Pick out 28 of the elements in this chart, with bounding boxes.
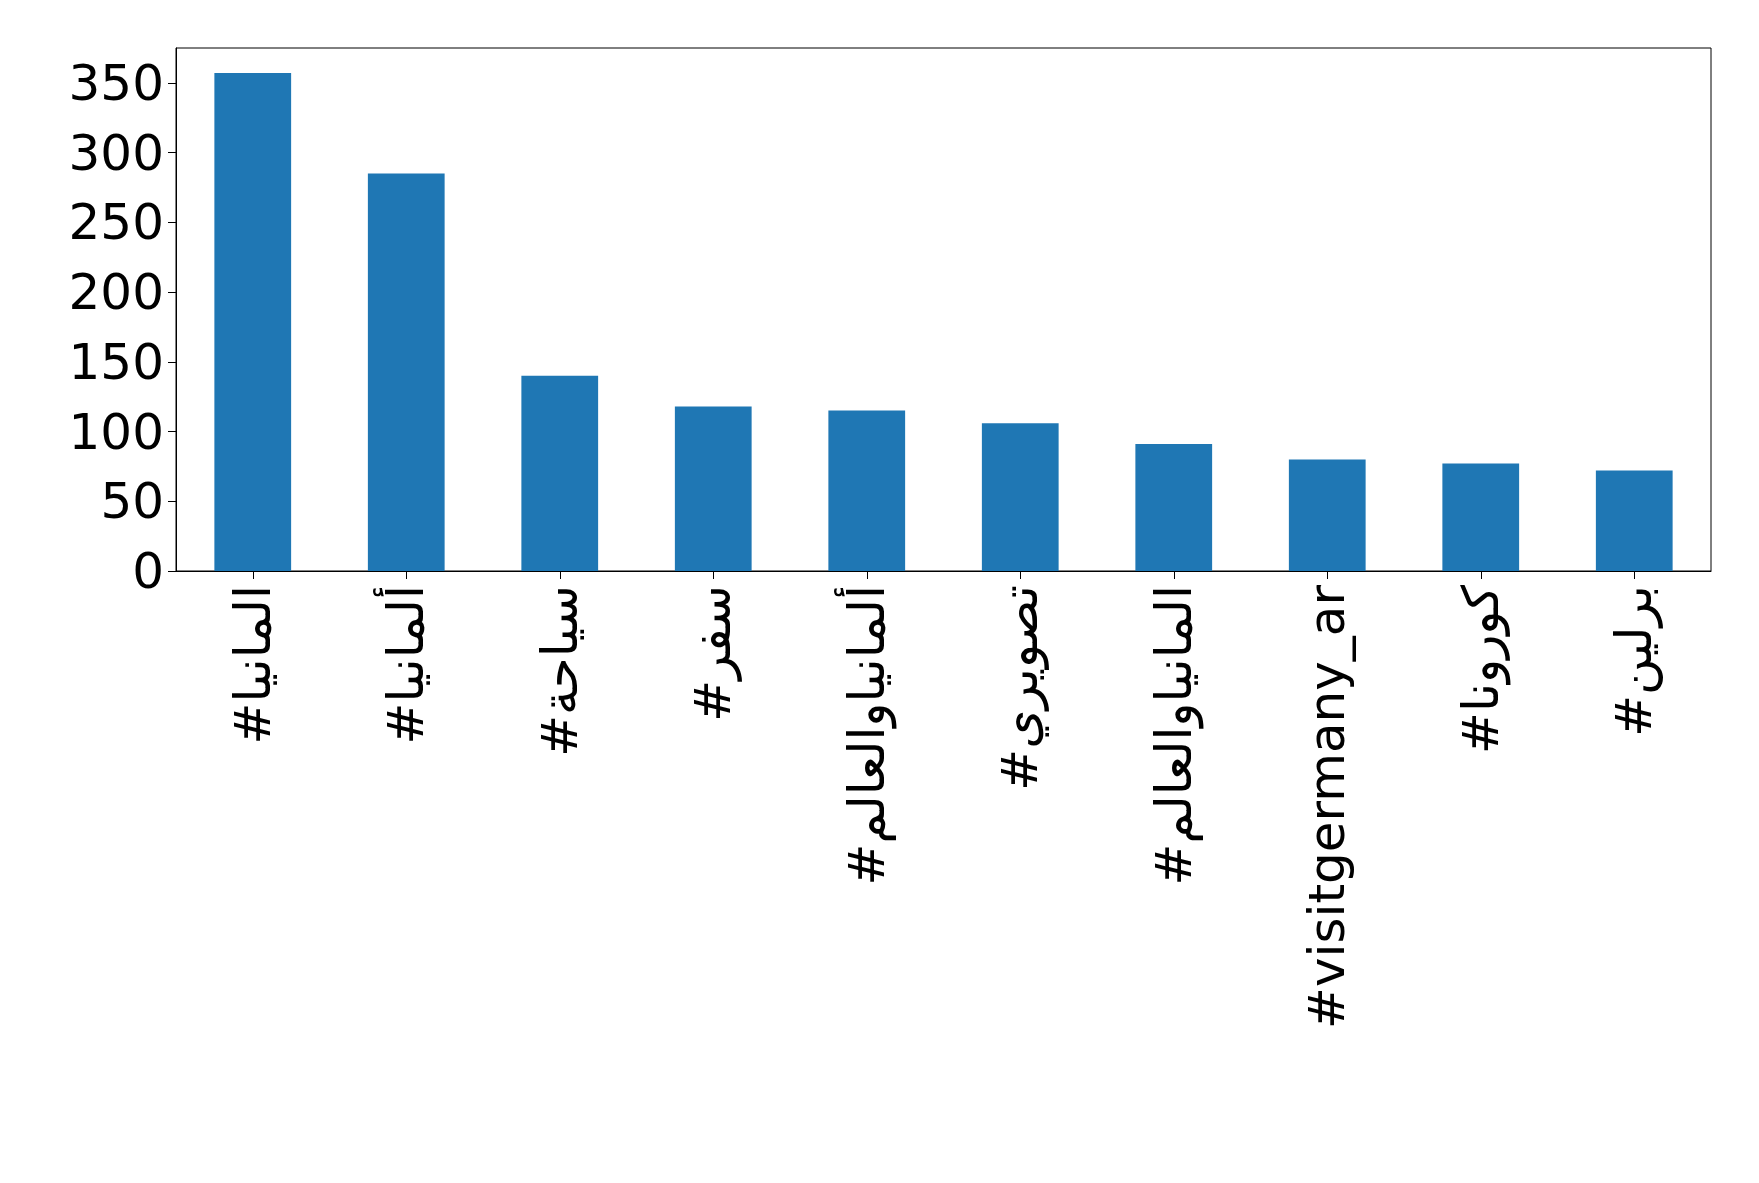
- x-tick-label: #سفر: [684, 585, 743, 722]
- x-tick-label: #المانياوالعالم: [1144, 585, 1204, 886]
- x-tick-label: #المانيا: [223, 585, 282, 745]
- bar: [1442, 463, 1520, 571]
- y-tick-label: 150: [68, 332, 164, 391]
- y-tick-label: 250: [68, 193, 164, 252]
- y-tick-label: 350: [68, 53, 164, 112]
- x-tick-label: #تصويري: [991, 585, 1050, 791]
- bar: [367, 173, 445, 571]
- y-tick-label: 50: [100, 472, 164, 531]
- bar: [1135, 444, 1213, 571]
- y-tick-label: 0: [132, 542, 164, 600]
- x-tick-label: #ألمانيا: [373, 585, 436, 745]
- bar: [214, 73, 292, 571]
- bar: [1288, 459, 1366, 571]
- x-tick-label: #ألمانياوالعالم: [833, 585, 897, 886]
- y-tick-label: 200: [68, 263, 164, 322]
- bar: [521, 375, 599, 571]
- y-tick-label: 100: [68, 402, 164, 461]
- x-tick-label: #سياحة: [530, 585, 589, 757]
- x-tick-label: #برلين: [1605, 585, 1664, 737]
- bar: [1595, 470, 1673, 571]
- bar: [828, 410, 906, 571]
- bar: [674, 406, 752, 571]
- x-tick-label: #visitgermany_ar: [1298, 584, 1357, 1029]
- x-tick-label: #كورونا: [1451, 584, 1511, 754]
- bar: [981, 423, 1059, 571]
- y-tick-label: 300: [68, 123, 164, 182]
